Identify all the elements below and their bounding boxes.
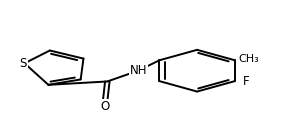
Text: F: F bbox=[243, 75, 250, 88]
Text: CH₃: CH₃ bbox=[238, 54, 259, 64]
Text: S: S bbox=[19, 57, 27, 70]
Text: NH: NH bbox=[129, 64, 147, 77]
Text: O: O bbox=[100, 100, 109, 113]
